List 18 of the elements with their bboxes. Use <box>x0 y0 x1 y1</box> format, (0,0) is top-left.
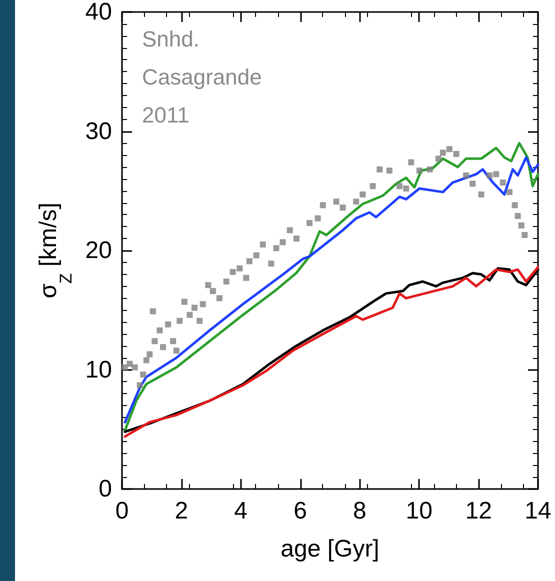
x-axis-title: age [Gyr] <box>280 536 380 562</box>
annotation: Snhd. <box>142 26 200 52</box>
x-tick-label: 12 <box>465 498 492 524</box>
x-tick-label: 6 <box>294 498 307 524</box>
x-tick-label: 10 <box>406 498 432 524</box>
annotation: 2011 <box>142 102 190 128</box>
y-tick-label: 40 <box>85 0 112 26</box>
annotation: Casagrande <box>142 64 262 90</box>
y-tick-label: 0 <box>98 476 112 502</box>
y-tick-label: 10 <box>85 356 112 384</box>
y-tick-label: 30 <box>85 118 112 145</box>
y-axis-title: σZ [km/s] <box>34 202 76 298</box>
x-tick-label: 14 <box>524 498 552 524</box>
x-tick-label: 4 <box>234 498 248 524</box>
x-tick-label: 0 <box>115 498 129 524</box>
x-tick-label: 2 <box>174 498 188 524</box>
x-tick-label: 8 <box>353 498 366 524</box>
y-tick-label: 20 <box>85 237 112 264</box>
